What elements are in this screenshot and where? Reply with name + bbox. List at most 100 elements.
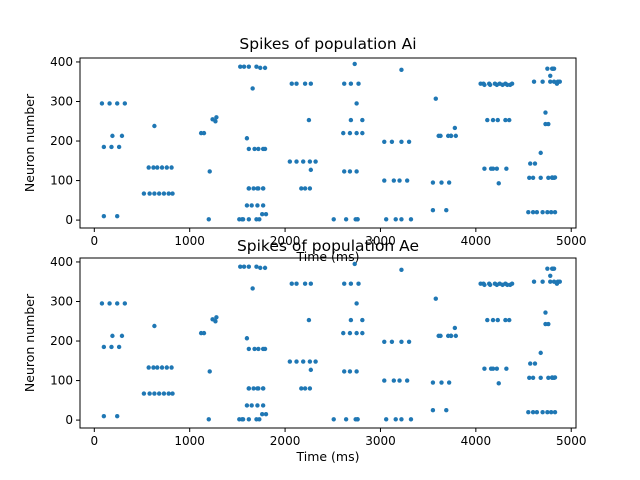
spike-point: [331, 417, 336, 422]
spike-point: [258, 65, 263, 71]
spike-point: [152, 191, 157, 196]
spike-point: [306, 317, 312, 323]
spike-point: [307, 386, 313, 391]
spike-point: [548, 79, 553, 84]
spike-point: [430, 208, 436, 213]
spike-point: [507, 317, 512, 323]
spike-point: [107, 301, 112, 306]
spike-point: [347, 369, 353, 374]
spike-point: [490, 117, 496, 123]
spike-point: [399, 417, 404, 422]
spike-point: [391, 378, 397, 383]
spike-point: [257, 217, 262, 222]
spike-point: [433, 96, 438, 101]
spike-point: [531, 79, 537, 84]
spike-point: [406, 139, 412, 145]
spike-point: [156, 191, 162, 196]
spike-point: [347, 330, 353, 336]
spike-point: [528, 361, 533, 366]
spike-point: [251, 386, 256, 391]
spike-point: [545, 266, 550, 271]
spike-point: [301, 159, 306, 164]
spike-point: [213, 319, 218, 324]
spike-point: [360, 130, 365, 136]
spike-points-ae: [99, 261, 562, 422]
spike-point: [355, 217, 360, 222]
spike-point: [408, 417, 414, 422]
spike-point: [448, 333, 454, 339]
spike-point: [538, 150, 543, 156]
spike-point: [534, 409, 540, 415]
spike-point: [494, 82, 500, 88]
spike-point: [101, 213, 107, 219]
y-tick-label: 200: [50, 134, 73, 148]
spike-point: [260, 186, 266, 191]
spike-point: [246, 417, 252, 422]
spike-point: [446, 380, 452, 385]
spike-point: [289, 81, 294, 86]
spike-point: [147, 191, 152, 196]
spike-point: [503, 117, 508, 123]
spike-point: [543, 121, 548, 127]
spike-point: [262, 346, 268, 352]
spike-point: [389, 139, 395, 145]
spike-point: [404, 378, 410, 383]
spike-point: [252, 346, 257, 352]
spike-point: [487, 282, 493, 288]
spike-point: [146, 365, 151, 370]
spike-point: [482, 366, 487, 371]
spike-point: [448, 133, 454, 139]
spike-point: [446, 180, 452, 185]
spike-point: [342, 281, 347, 286]
spike-point: [206, 417, 211, 422]
spike-point: [240, 417, 246, 422]
spike-point: [552, 209, 558, 215]
spike-point: [246, 217, 252, 222]
spike-point: [543, 110, 548, 115]
spike-point: [530, 175, 536, 180]
spike-point: [551, 266, 557, 271]
spike-point: [256, 346, 261, 352]
spike-point: [122, 101, 128, 106]
spike-point: [526, 409, 531, 415]
y-tick-label: 100: [50, 174, 73, 188]
spike-point: [164, 165, 169, 170]
spike-point: [527, 375, 532, 380]
spike-point: [287, 159, 293, 164]
spike-point: [430, 180, 436, 185]
spike-point: [485, 117, 490, 123]
spike-point: [262, 65, 268, 71]
spike-point: [238, 64, 243, 69]
spike-point: [214, 115, 219, 120]
spike-point: [159, 165, 165, 170]
spike-point: [348, 281, 354, 286]
y-tick-label: 0: [65, 213, 73, 227]
spike-point: [307, 186, 313, 191]
spike-point: [99, 301, 105, 306]
spike-point: [389, 339, 395, 345]
spike-point: [250, 86, 255, 91]
spike-point: [287, 359, 293, 364]
spike-point: [360, 317, 365, 323]
spike-point: [151, 165, 156, 170]
spike-point: [342, 369, 347, 374]
spike-point: [494, 166, 500, 171]
spike-point: [240, 217, 246, 222]
spike-point: [549, 209, 554, 215]
spike-point: [538, 375, 543, 380]
spike-point: [122, 301, 128, 306]
spike-point: [347, 130, 353, 136]
spike-point: [107, 101, 112, 106]
spike-point: [482, 166, 487, 171]
spike-point: [241, 64, 247, 69]
spike-point: [301, 359, 306, 364]
spike-point: [170, 191, 175, 196]
spike-point: [551, 66, 557, 71]
spike-point: [482, 82, 487, 88]
x-axis-label: Time (ms): [295, 449, 359, 464]
spike-point: [115, 213, 120, 219]
spike-point: [161, 391, 167, 396]
spike-point: [246, 146, 252, 152]
spike-point: [260, 403, 266, 408]
spike-point: [262, 146, 268, 152]
